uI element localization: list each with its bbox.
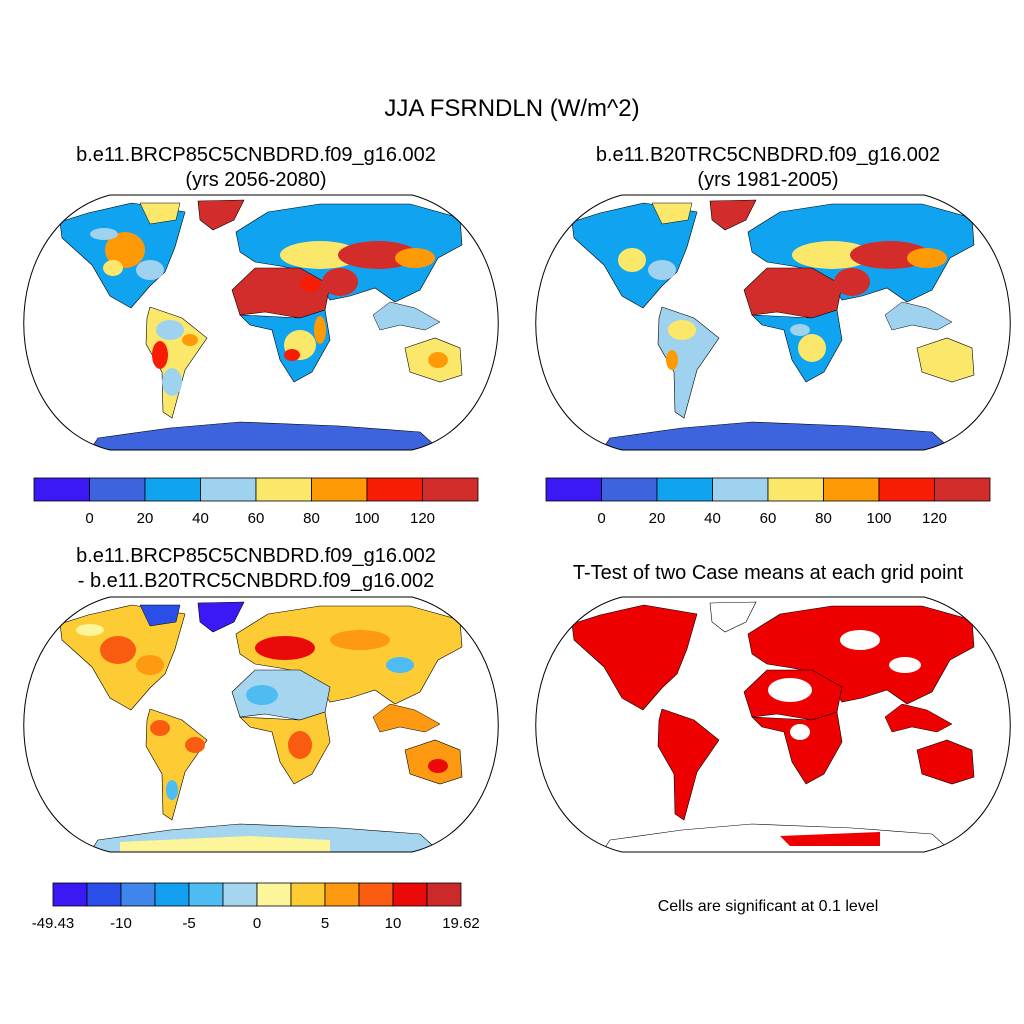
colorbar-case1-swatch (366, 477, 423, 502)
colorbar-case2-tick-label: 80 (815, 510, 832, 527)
colorbar-difference-tick-label: 5 (321, 915, 329, 932)
map-difference-border (23, 596, 499, 853)
panel-title-difference: b.e11.BRCP85C5CNBDRD.f09_g16.002 - b.e11… (0, 544, 512, 594)
map-case1-border (23, 194, 499, 451)
colorbar-case2-tick-label: 60 (760, 510, 777, 527)
figure-title: JJA FSRNDLN (W/m^2) (384, 95, 640, 122)
colorbar-case1-tick-label: 40 (192, 510, 209, 527)
colorbar-case1-swatch (200, 477, 257, 502)
panel-title-case1-line1: b.e11.BRCP85C5CNBDRD.f09_g16.002 (76, 144, 436, 166)
colorbar-case1-swatch (89, 477, 146, 502)
colorbar-difference-swatch (324, 882, 360, 907)
colorbar-case1-tick-label: 80 (303, 510, 320, 527)
panel-title-case2-line2: (yrs 1981-2005) (697, 169, 839, 191)
colorbar-difference-tick-label: 0 (253, 915, 261, 932)
colorbar-difference-swatch (52, 882, 88, 907)
colorbar-difference-swatch (358, 882, 394, 907)
colorbar-case2-tick-label: 0 (597, 510, 605, 527)
significance-note: Cells are significant at 0.1 level (657, 898, 879, 915)
colorbar-case2-swatch (656, 477, 713, 502)
colorbar-case2-tick-label: 40 (704, 510, 721, 527)
map-difference (23, 596, 499, 853)
map-case2 (535, 194, 1011, 451)
colorbar-difference-swatch (120, 882, 156, 907)
colorbar-case2-swatch (878, 477, 935, 502)
panel-title-case2: b.e11.B20TRC5CNBDRD.f09_g16.002 (yrs 198… (512, 143, 1024, 193)
colorbar-case1-swatch (311, 477, 368, 502)
panel-title-case1: b.e11.BRCP85C5CNBDRD.f09_g16.002 (yrs 20… (0, 143, 512, 193)
panel-title-difference-line1: b.e11.BRCP85C5CNBDRD.f09_g16.002 (76, 545, 436, 567)
colorbar-case1-tick-label: 20 (137, 510, 154, 527)
map-case2-border (535, 194, 1011, 451)
colorbar-difference-tick-label: -10 (110, 915, 132, 932)
colorbar-difference-swatch (154, 882, 190, 907)
colorbar-case2-tick-label: 120 (922, 510, 947, 527)
colorbar-difference: -49.43 -10 -5 0 5 10 19.62 (32, 882, 480, 932)
colorbar-case2-swatch (934, 477, 991, 502)
colorbar-case2-tick-label: 100 (866, 510, 891, 527)
colorbar-case1-swatch (255, 477, 312, 502)
panel-title-case2-line1: b.e11.B20TRC5CNBDRD.f09_g16.002 (595, 144, 941, 166)
colorbar-case1-swatch (422, 477, 479, 502)
map-ttest-border (535, 596, 1011, 853)
colorbar-case2: 0 20 40 60 80 100 120 (545, 477, 991, 527)
colorbar-case2-swatch (823, 477, 880, 502)
colorbar-difference-tick-label: 10 (385, 915, 402, 932)
colorbar-case1-swatch (144, 477, 201, 502)
colorbar-difference-swatch (256, 882, 292, 907)
colorbar-case2-swatch (712, 477, 769, 502)
colorbar-difference-swatch (392, 882, 428, 907)
map-ttest (535, 596, 1011, 853)
colorbar-case1-tick-label: 0 (85, 510, 93, 527)
colorbar-difference-swatch (290, 882, 326, 907)
colorbar-difference-swatch (188, 882, 224, 907)
colorbar-difference-tick-label: -5 (182, 915, 195, 932)
colorbar-difference-tick-label: -49.43 (32, 915, 75, 932)
colorbar-case1-tick-label: 60 (248, 510, 265, 527)
colorbar-case2-swatch (767, 477, 824, 502)
panel-title-difference-line2: - b.e11.B20TRC5CNBDRD.f09_g16.002 (77, 570, 435, 592)
map-case1 (23, 194, 499, 451)
colorbar-case2-tick-label: 20 (649, 510, 666, 527)
colorbar-case1-swatch (33, 477, 90, 502)
colorbar-case1-tick-label: 100 (354, 510, 379, 527)
colorbar-case1-tick-label: 120 (410, 510, 435, 527)
panel-title-case1-line2: (yrs 2056-2080) (185, 169, 327, 191)
colorbar-difference-swatch (222, 882, 258, 907)
colorbar-case2-swatch (545, 477, 602, 502)
panel-title-ttest: T-Test of two Case means at each grid po… (572, 562, 964, 584)
colorbar-difference-swatch (86, 882, 122, 907)
colorbar-difference-tick-label: 19.62 (442, 915, 480, 932)
colorbar-case2-swatch (601, 477, 658, 502)
colorbar-case1: 0 20 40 60 80 100 120 (33, 477, 479, 527)
colorbar-difference-swatch (426, 882, 462, 907)
